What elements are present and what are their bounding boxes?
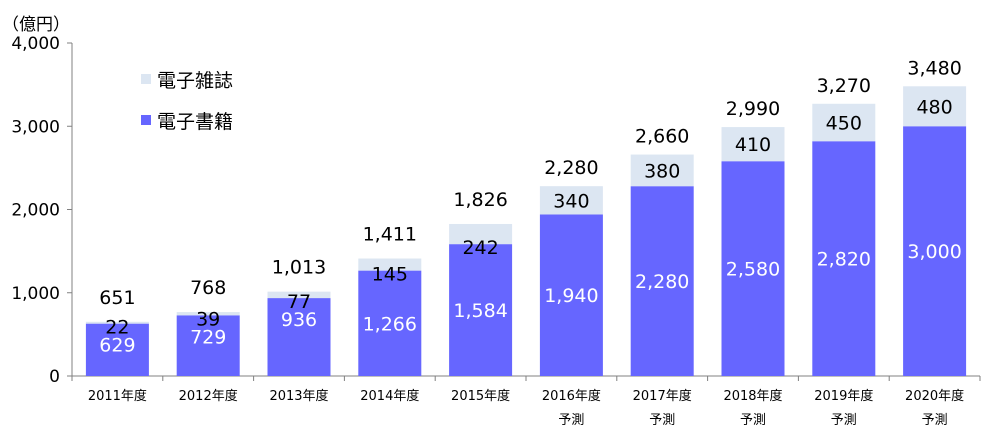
data-label-emagazine: 380 <box>644 160 680 182</box>
x-tick-label: 予測 <box>649 413 675 428</box>
bar-segment-emagazine <box>903 86 967 127</box>
bar-segment-emagazine <box>812 103 876 142</box>
bar-segment-emagazine <box>630 154 694 187</box>
bar-segment-emagazine <box>358 258 422 271</box>
data-label-emagazine: 242 <box>462 237 498 259</box>
data-label-total: 1,013 <box>272 257 326 279</box>
bar-segment-ebook <box>539 214 603 376</box>
x-tick-label: 2014年度 <box>360 388 419 404</box>
y-tick-label: 2,000 <box>11 201 60 221</box>
bar-segment-ebook <box>176 315 240 376</box>
data-label-ebook: 1,940 <box>544 285 598 307</box>
y-tick-label: 1,000 <box>11 284 60 304</box>
x-tick-label: 2015年度 <box>451 388 510 404</box>
x-tick-label: 2020年度 <box>905 388 964 404</box>
unit-label: （億円） <box>2 15 70 35</box>
legend-swatch <box>141 74 151 84</box>
x-tick-label: 2016年度 <box>542 388 601 404</box>
data-label-total: 3,270 <box>817 75 871 97</box>
bar-segment-ebook <box>267 298 331 376</box>
bar-segment-emagazine <box>539 186 603 215</box>
data-label-total: 2,660 <box>635 126 689 148</box>
data-label-emagazine: 145 <box>372 264 408 286</box>
data-label-total: 651 <box>99 287 135 309</box>
bar-segment-ebook <box>449 244 513 376</box>
y-tick-label: 4,000 <box>11 34 60 54</box>
data-label-emagazine: 410 <box>735 134 771 156</box>
data-label-total: 2,280 <box>544 157 598 179</box>
data-label-total: 768 <box>190 277 226 299</box>
bar-segment-emagazine <box>85 321 149 324</box>
data-label-ebook: 1,584 <box>453 300 507 322</box>
bar-segment-emagazine <box>176 312 240 316</box>
data-label-total: 1,411 <box>363 224 417 246</box>
data-label-ebook: 3,000 <box>907 241 961 263</box>
data-label-total: 1,826 <box>453 189 507 211</box>
data-label-emagazine: 340 <box>553 190 589 212</box>
data-label-ebook: 629 <box>99 335 135 357</box>
x-tick-label: 2013年度 <box>269 388 328 404</box>
x-tick-label: 2012年度 <box>179 388 238 404</box>
data-label-ebook: 2,820 <box>817 249 871 271</box>
x-tick-label: 2018年度 <box>723 388 782 404</box>
y-tick-label: 0 <box>49 367 60 387</box>
bar-segment-ebook <box>85 323 149 376</box>
data-label-total: 3,480 <box>907 57 961 79</box>
x-tick-label: 予測 <box>831 413 857 428</box>
bar-segment-emagazine <box>267 291 331 299</box>
data-label-ebook: 2,280 <box>635 271 689 293</box>
bar-segment-ebook <box>358 270 422 376</box>
x-tick-label: 予測 <box>558 413 584 428</box>
axes: 0 1,000 2,000 3,000 4,000 2011年度 2012年度 2013年度 2… <box>11 34 981 428</box>
y-tick-label: 3,000 <box>11 117 60 137</box>
x-tick-label: 2017年度 <box>633 388 692 404</box>
data-label-ebook: 2,580 <box>726 259 780 281</box>
x-tick-label: 予測 <box>922 413 948 428</box>
legend-label: 電子雑誌 <box>157 70 233 92</box>
data-label-ebook: 729 <box>190 326 226 348</box>
x-tick-label: 2011年度 <box>88 388 147 404</box>
legend-swatch <box>141 115 151 125</box>
bar-segment-emagazine <box>721 127 785 162</box>
data-label-emagazine: 77 <box>287 291 311 313</box>
data-label-emagazine: 39 <box>196 308 220 330</box>
bar-segment-ebook <box>630 186 694 376</box>
bar-segment-ebook <box>721 161 785 376</box>
bar-segment-ebook <box>812 141 876 376</box>
bar-segment-ebook <box>903 126 967 376</box>
x-tick-label: 予測 <box>740 413 766 428</box>
data-label-emagazine: 480 <box>916 96 952 118</box>
legend-label: 電子書籍 <box>157 111 233 133</box>
data-label-total: 2,990 <box>726 98 780 120</box>
data-label-ebook: 936 <box>281 309 317 331</box>
data-label-emagazine: 450 <box>826 113 862 135</box>
data-label-ebook: 1,266 <box>363 313 417 335</box>
bar-segment-emagazine <box>449 223 513 245</box>
data-label-emagazine: 22 <box>105 317 129 339</box>
x-tick-label: 2019年度 <box>814 388 873 404</box>
